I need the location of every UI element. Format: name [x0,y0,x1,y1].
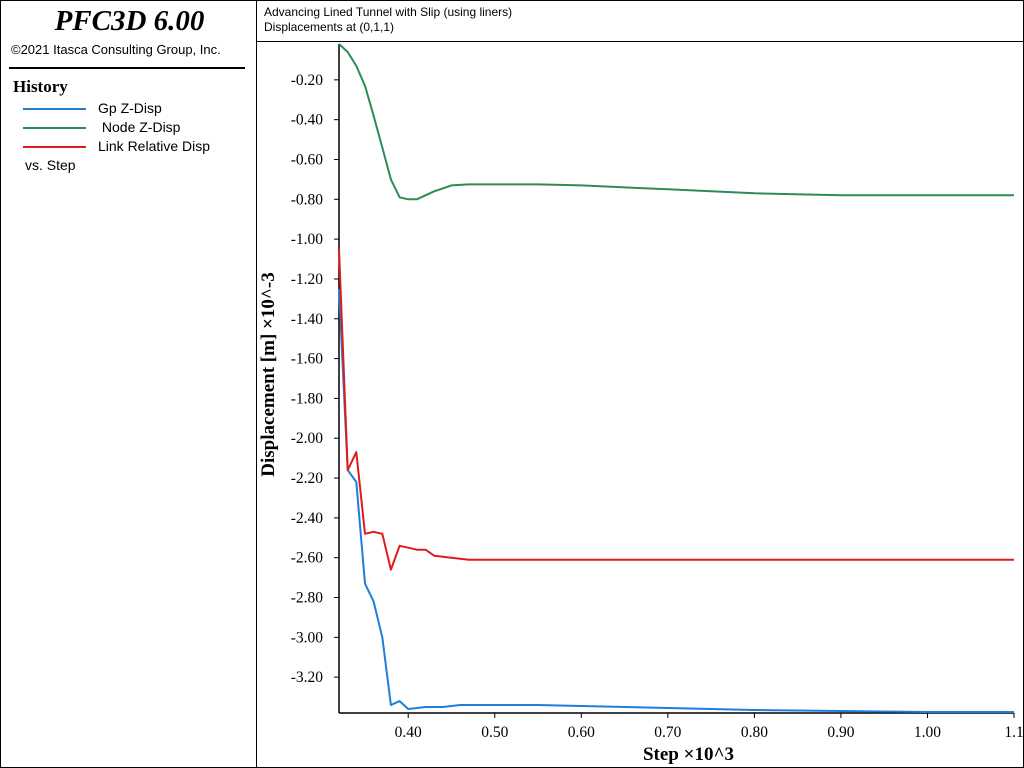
y-tick-label: -2.40 [291,510,324,527]
legend-swatch-node-z-disp [23,127,86,129]
y-tick-label: -2.60 [291,550,324,567]
program-title: PFC3D 6.00 [54,5,205,37]
y-tick-label: -0.40 [291,112,324,129]
y-tick-label: -0.80 [291,191,324,208]
x-tick-label: 0.90 [827,724,854,741]
x-tick-label: 0.40 [395,724,422,741]
y-tick-label: -2.80 [291,590,324,607]
y-tick-label: -2.20 [291,470,324,487]
y-tick-label: -1.00 [291,231,324,248]
x-tick-label: 1.1 [1004,724,1023,741]
chart-panel [256,0,1024,768]
y-tick-label: -3.00 [291,629,324,646]
x-tick-label: 0.80 [741,724,768,741]
y-tick-label: -3.20 [291,669,324,686]
chart-header: Advancing Lined Tunnel with Slip (using … [256,0,1024,42]
vs-step-label: vs. Step [25,157,76,173]
legend-swatch-link-relative-disp [23,146,86,148]
history-heading: History [13,77,68,96]
series-line-node-z-disp [338,43,1014,201]
y-tick-label: -1.60 [291,351,324,368]
y-tick-label: -0.20 [291,72,324,89]
y-tick-label: -2.00 [291,430,324,447]
series-line-gp-z-disp [338,288,1014,713]
legend-label-node-z-disp: Node Z-Disp [98,119,181,135]
x-tick-label: 0.70 [654,724,681,741]
legend-panel: PFC3D 6.00 ©2021 Itasca Consulting Group… [0,0,257,768]
legend-label-link-relative-disp: Link Relative Disp [98,138,211,154]
y-tick-label: -1.20 [291,271,324,288]
y-tick-label: -1.80 [291,390,324,407]
y-tick-label: -0.60 [291,151,324,168]
series-line-link-relative-disp [338,249,1014,571]
chart-subtitle: Displacements at (0,1,1) [264,20,395,34]
x-tick-label: 0.60 [568,724,595,741]
title-divider [9,67,245,69]
x-tick-label: 1.00 [914,724,941,741]
chart-title: Advancing Lined Tunnel with Slip (using … [264,5,513,19]
copyright-text: ©2021 Itasca Consulting Group, Inc. [11,42,221,57]
y-tick-label: -1.40 [291,311,324,328]
legend-swatch-gp-z-disp [23,108,86,110]
x-tick-label: 0.50 [481,724,508,741]
x-axis-title: Step ×10^3 [643,744,734,765]
y-axis-title: Displacement [m] ×10^-3 [258,272,279,476]
legend-label-gp-z-disp: Gp Z-Disp [98,100,162,116]
